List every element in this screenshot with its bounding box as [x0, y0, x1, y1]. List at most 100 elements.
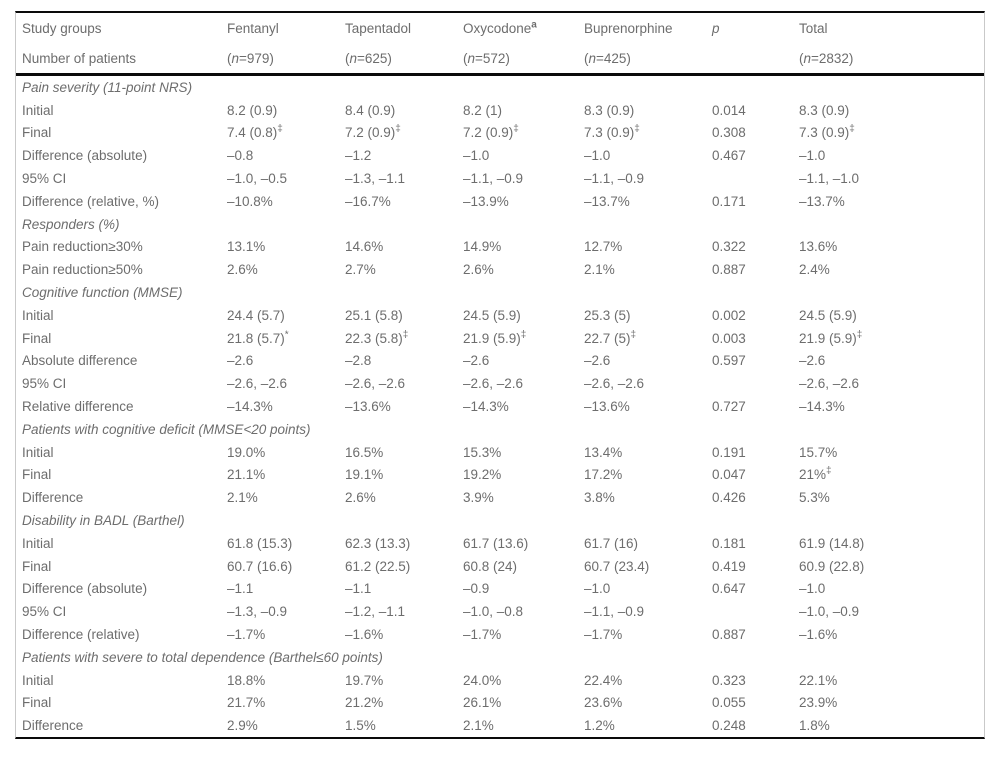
cell: 60.9 (22.8) — [799, 558, 865, 574]
cell: 21.9 (5.9)‡ — [463, 329, 527, 346]
study-table: Study groups Fentanyl Tapentadol Oxycodonea… — [16, 13, 984, 737]
table-row: Difference (absolute) –0.8 –1.2 –1.0 –1.0 0.4… — [16, 144, 984, 167]
table-row: Difference (relative) –1.7% –1.6% –1.7% –1.7… — [16, 623, 984, 646]
subheader-cell — [712, 43, 799, 75]
cell: –1.7% — [227, 627, 266, 643]
section-row: Responders (%) — [16, 213, 984, 236]
cell: –13.7% — [799, 193, 845, 209]
cell: 23.9% — [799, 695, 838, 711]
row-label: Absolute difference — [22, 353, 138, 369]
cell: –14.3% — [463, 399, 509, 415]
cell: 0.055 — [712, 695, 746, 711]
subheader-row: Number of patients (n=979) (n=625) (n=572) (… — [16, 43, 984, 75]
cell: –1.1, –1.0 — [799, 171, 860, 187]
table-row: 95% CI –1.3, –0.9 –1.2, –1.1 –1.0, –0.8 –1.1… — [16, 600, 984, 623]
cell: –13.6% — [345, 399, 391, 415]
cell: –2.6 — [584, 353, 611, 369]
section-title: Disability in BADL (Barthel) — [22, 513, 185, 529]
cell: 62.3 (13.3) — [345, 535, 411, 551]
subheader-cell: (n=625) — [345, 50, 392, 66]
table-row: 95% CI –2.6, –2.6 –2.6, –2.6 –2.6, –2.6 –2.6… — [16, 372, 984, 395]
cell: –2.6, –2.6 — [584, 376, 645, 392]
cell: 22.3 (5.8)‡ — [345, 329, 409, 346]
row-label: Initial — [22, 102, 54, 118]
table-row: Difference (absolute) –1.1 –1.1 –0.9 –1.0 0.6… — [16, 578, 984, 601]
cell: –0.9 — [463, 581, 490, 597]
subheader-cell: (n=979) — [227, 50, 274, 66]
cell: 24.5 (5.9) — [799, 307, 857, 323]
column-header: Study groups — [22, 20, 102, 36]
cell: 0.171 — [712, 193, 746, 209]
cell: –2.6 — [463, 353, 490, 369]
cell: 3.8% — [584, 490, 615, 506]
cell: 0.426 — [712, 490, 746, 506]
table-row: Initial 19.0% 16.5% 15.3% 13.4% 0.191 15.7% — [16, 441, 984, 464]
cell: 7.2 (0.9)‡ — [345, 123, 401, 141]
cell: 24.4 (5.7) — [227, 307, 285, 323]
column-header: Total — [799, 20, 828, 36]
cell — [712, 372, 799, 395]
cell: –1.1 — [227, 581, 254, 597]
row-label: 95% CI — [22, 376, 67, 392]
table-row: Final 7.4 (0.8)‡ 7.2 (0.9)‡ 7.2 (0.9)‡ 7.3 (… — [16, 122, 984, 145]
cell: –1.1, –0.9 — [584, 171, 645, 187]
row-label: 95% CI — [22, 604, 67, 620]
row-label: Difference (relative, %) — [22, 193, 160, 209]
cell: 8.3 (0.9) — [799, 102, 850, 118]
row-label: Final — [22, 695, 52, 711]
cell: 8.2 (1) — [463, 102, 503, 118]
table-row: Initial 18.8% 19.7% 24.0% 22.4% 0.323 22.1% — [16, 669, 984, 692]
cell: –1.2, –1.1 — [345, 604, 406, 620]
cell: –10.8% — [227, 193, 273, 209]
row-label: Final — [22, 125, 52, 141]
cell: –1.0 — [584, 581, 611, 597]
cell: 2.1% — [584, 262, 615, 278]
cell: 21.7% — [227, 695, 266, 711]
row-label: Pain reduction≥30% — [22, 239, 143, 255]
table-row: Relative difference –14.3% –13.6% –14.3% –13… — [16, 395, 984, 418]
cell: –1.3, –0.9 — [227, 604, 288, 620]
table-row: Final 21.7% 21.2% 26.1% 23.6% 0.055 23.9% — [16, 692, 984, 715]
cell: 2.1% — [463, 718, 494, 734]
cell: –2.6, –2.6 — [345, 376, 406, 392]
cell: 0.887 — [712, 262, 746, 278]
cell: 21.9 (5.9)‡ — [799, 329, 863, 346]
row-label: Final — [22, 330, 52, 346]
cell: 0.647 — [712, 581, 746, 597]
table-row: Final 21.8 (5.7)* 22.3 (5.8)‡ 21.9 (5.9)‡ 22… — [16, 327, 984, 350]
table-row: Difference (relative, %) –10.8% –16.7% –13.… — [16, 190, 984, 213]
cell — [712, 167, 799, 190]
cell: 2.7% — [345, 262, 376, 278]
cell: 2.6% — [345, 490, 376, 506]
cell: 61.7 (13.6) — [463, 535, 529, 551]
row-label: Pain reduction≥50% — [22, 262, 143, 278]
cell: 0.002 — [712, 307, 746, 323]
cell: 0.014 — [712, 102, 746, 118]
cell: 24.0% — [463, 672, 502, 688]
section-title: Responders (%) — [22, 216, 120, 232]
cell: –1.0 — [463, 148, 490, 164]
cell: 0.467 — [712, 148, 746, 164]
cell: 0.727 — [712, 399, 746, 415]
cell: –2.6, –2.6 — [463, 376, 524, 392]
cell: 0.191 — [712, 444, 746, 460]
cell: 13.1% — [227, 239, 266, 255]
table-row: Initial 8.2 (0.9) 8.4 (0.9) 8.2 (1) 8.3 (0.9… — [16, 99, 984, 122]
cell: 1.5% — [345, 718, 376, 734]
row-label: Difference — [22, 718, 84, 734]
cell: –1.6% — [345, 627, 384, 643]
cell: 22.7 (5)‡ — [584, 329, 637, 346]
cell: 0.323 — [712, 672, 746, 688]
cell: 0.887 — [712, 627, 746, 643]
cell: 60.7 (23.4) — [584, 558, 650, 574]
cell: 25.3 (5) — [584, 307, 631, 323]
section-row: Disability in BADL (Barthel) — [16, 509, 984, 532]
cell: 14.9% — [463, 239, 502, 255]
cell: –1.7% — [463, 627, 502, 643]
cell: 13.6% — [799, 239, 838, 255]
cell: –16.7% — [345, 193, 391, 209]
table-row: Final 60.7 (16.6) 61.2 (22.5) 60.8 (24) 60.7… — [16, 555, 984, 578]
row-label: 95% CI — [22, 171, 67, 187]
cell: 0.047 — [712, 467, 746, 483]
cell: –1.2 — [345, 148, 372, 164]
